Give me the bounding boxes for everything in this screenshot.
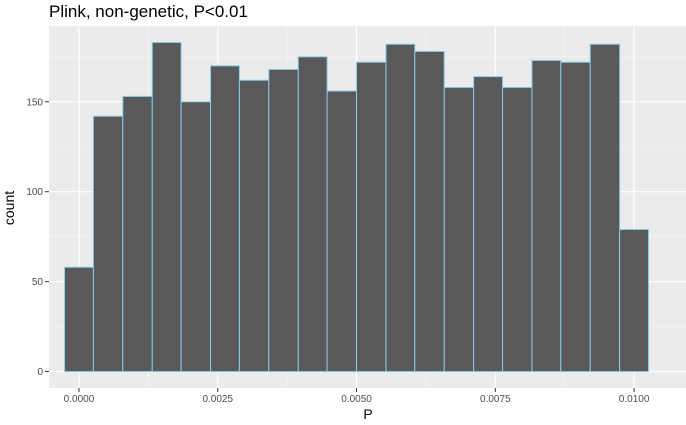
y-axis-title: count bbox=[1, 191, 17, 225]
histogram-bar bbox=[531, 59, 562, 373]
bars bbox=[64, 41, 650, 373]
histogram-bar bbox=[297, 56, 328, 373]
histogram-bar bbox=[502, 86, 533, 373]
x-tick-label: 0.0100 bbox=[619, 394, 650, 405]
histogram-bar bbox=[443, 86, 475, 373]
histogram-bar bbox=[326, 90, 358, 373]
histogram-bar bbox=[589, 43, 621, 373]
histogram-bar bbox=[64, 266, 94, 373]
histogram-bar bbox=[210, 65, 240, 373]
histogram-bar bbox=[180, 101, 212, 373]
chart-title: Plink, non-genetic, P<0.01 bbox=[49, 2, 248, 21]
histogram-bar bbox=[238, 79, 270, 373]
y-tick-label: 100 bbox=[26, 187, 43, 198]
histogram-bar bbox=[356, 61, 387, 373]
x-tick-label: 0.0025 bbox=[202, 394, 233, 405]
histogram-bar bbox=[268, 68, 299, 373]
histogram-bar bbox=[122, 95, 153, 373]
y-tick-label: 0 bbox=[37, 367, 43, 378]
x-axis: 0.0000 0.0025 0.0050 0.0075 0.0100 bbox=[64, 388, 650, 405]
histogram-bar bbox=[385, 43, 416, 373]
x-tick-label: 0.0050 bbox=[341, 394, 372, 405]
histogram-bar bbox=[560, 61, 591, 373]
histogram-bar bbox=[473, 76, 504, 373]
histogram-bar bbox=[92, 115, 124, 373]
x-tick-label: 0.0000 bbox=[64, 394, 95, 405]
y-axis: 0 50 100 150 bbox=[26, 97, 49, 378]
x-axis-title: P bbox=[363, 406, 372, 422]
histogram-bar bbox=[151, 41, 182, 373]
y-tick-label: 150 bbox=[26, 97, 43, 108]
histogram-bar bbox=[619, 228, 650, 373]
y-tick-label: 50 bbox=[32, 277, 44, 288]
histogram-bar bbox=[414, 50, 445, 373]
x-tick-label: 0.0075 bbox=[480, 394, 511, 405]
